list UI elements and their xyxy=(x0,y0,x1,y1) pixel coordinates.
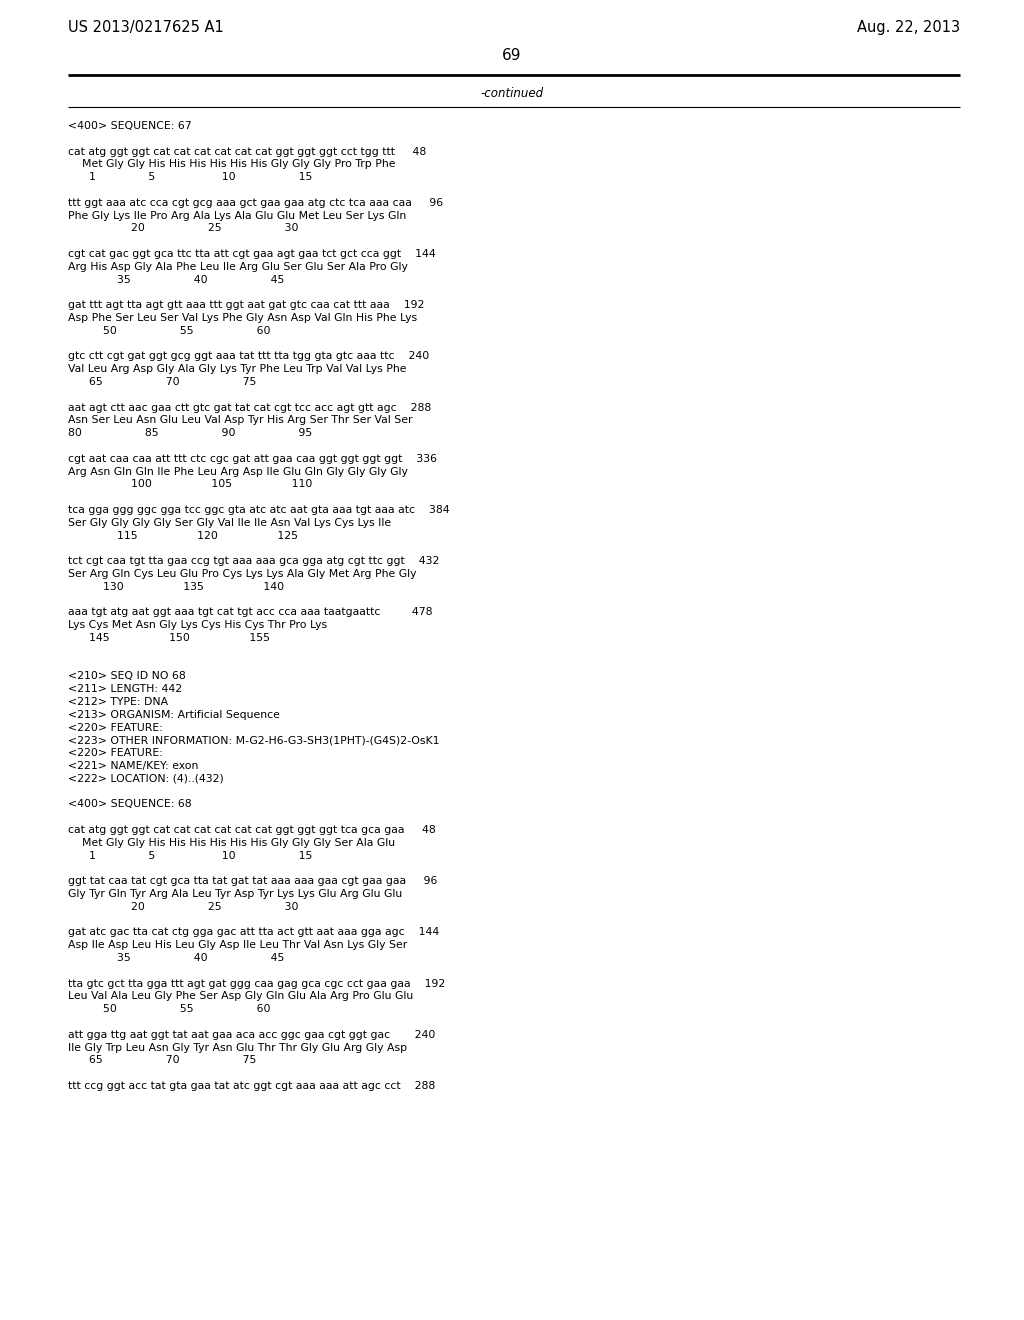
Text: ttt ccg ggt acc tat gta gaa tat atc ggt cgt aaa aaa att agc cct    288: ttt ccg ggt acc tat gta gaa tat atc ggt … xyxy=(68,1081,435,1092)
Text: 1               5                   10                  15: 1 5 10 15 xyxy=(68,172,312,182)
Text: <400> SEQUENCE: 67: <400> SEQUENCE: 67 xyxy=(68,121,191,131)
Text: Arg Asn Gln Gln Ile Phe Leu Arg Asp Ile Glu Gln Gly Gly Gly Gly: Arg Asn Gln Gln Ile Phe Leu Arg Asp Ile … xyxy=(68,466,408,477)
Text: 35                  40                  45: 35 40 45 xyxy=(68,275,285,285)
Text: 115                 120                 125: 115 120 125 xyxy=(68,531,298,541)
Text: Met Gly Gly His His His His His His Gly Gly Gly Ser Ala Glu: Met Gly Gly His His His His His His Gly … xyxy=(68,838,395,847)
Text: 130                 135                 140: 130 135 140 xyxy=(68,582,284,591)
Text: <221> NAME/KEY: exon: <221> NAME/KEY: exon xyxy=(68,762,199,771)
Text: tca gga ggg ggc gga tcc ggc gta atc atc aat gta aaa tgt aaa atc    384: tca gga ggg ggc gga tcc ggc gta atc atc … xyxy=(68,506,450,515)
Text: aaa tgt atg aat ggt aaa tgt cat tgt acc cca aaa taatgaattc         478: aaa tgt atg aat ggt aaa tgt cat tgt acc … xyxy=(68,607,432,618)
Text: Phe Gly Lys Ile Pro Arg Ala Lys Ala Glu Glu Met Leu Ser Lys Gln: Phe Gly Lys Ile Pro Arg Ala Lys Ala Glu … xyxy=(68,211,407,220)
Text: cat atg ggt ggt cat cat cat cat cat cat ggt ggt ggt tca gca gaa     48: cat atg ggt ggt cat cat cat cat cat cat … xyxy=(68,825,436,836)
Text: Aug. 22, 2013: Aug. 22, 2013 xyxy=(857,20,961,36)
Text: tct cgt caa tgt tta gaa ccg tgt aaa aaa gca gga atg cgt ttc ggt    432: tct cgt caa tgt tta gaa ccg tgt aaa aaa … xyxy=(68,556,439,566)
Text: 100                 105                 110: 100 105 110 xyxy=(68,479,312,490)
Text: 35                  40                  45: 35 40 45 xyxy=(68,953,285,964)
Text: cat atg ggt ggt cat cat cat cat cat cat ggt ggt ggt cct tgg ttt     48: cat atg ggt ggt cat cat cat cat cat cat … xyxy=(68,147,426,157)
Text: Asp Phe Ser Leu Ser Val Lys Phe Gly Asn Asp Val Gln His Phe Lys: Asp Phe Ser Leu Ser Val Lys Phe Gly Asn … xyxy=(68,313,417,323)
Text: -continued: -continued xyxy=(480,87,544,100)
Text: 20                  25                  30: 20 25 30 xyxy=(68,223,299,234)
Text: aat agt ctt aac gaa ctt gtc gat tat cat cgt tcc acc agt gtt agc    288: aat agt ctt aac gaa ctt gtc gat tat cat … xyxy=(68,403,431,413)
Text: Leu Val Ala Leu Gly Phe Ser Asp Gly Gln Glu Ala Arg Pro Glu Glu: Leu Val Ala Leu Gly Phe Ser Asp Gly Gln … xyxy=(68,991,414,1002)
Text: Arg His Asp Gly Ala Phe Leu Ile Arg Glu Ser Glu Ser Ala Pro Gly: Arg His Asp Gly Ala Phe Leu Ile Arg Glu … xyxy=(68,261,408,272)
Text: Asp Ile Asp Leu His Leu Gly Asp Ile Leu Thr Val Asn Lys Gly Ser: Asp Ile Asp Leu His Leu Gly Asp Ile Leu … xyxy=(68,940,408,950)
Text: 50                  55                  60: 50 55 60 xyxy=(68,1005,270,1014)
Text: Asn Ser Leu Asn Glu Leu Val Asp Tyr His Arg Ser Thr Ser Val Ser: Asn Ser Leu Asn Glu Leu Val Asp Tyr His … xyxy=(68,416,413,425)
Text: <220> FEATURE:: <220> FEATURE: xyxy=(68,722,163,733)
Text: Lys Cys Met Asn Gly Lys Cys His Cys Thr Pro Lys: Lys Cys Met Asn Gly Lys Cys His Cys Thr … xyxy=(68,620,327,630)
Text: Val Leu Arg Asp Gly Ala Gly Lys Tyr Phe Leu Trp Val Val Lys Phe: Val Leu Arg Asp Gly Ala Gly Lys Tyr Phe … xyxy=(68,364,407,374)
Text: 50                  55                  60: 50 55 60 xyxy=(68,326,270,335)
Text: gat ttt agt tta agt gtt aaa ttt ggt aat gat gtc caa cat ttt aaa    192: gat ttt agt tta agt gtt aaa ttt ggt aat … xyxy=(68,300,424,310)
Text: US 2013/0217625 A1: US 2013/0217625 A1 xyxy=(68,20,224,36)
Text: 20                  25                  30: 20 25 30 xyxy=(68,902,299,912)
Text: <220> FEATURE:: <220> FEATURE: xyxy=(68,748,163,758)
Text: ttt ggt aaa atc cca cgt gcg aaa gct gaa gaa atg ctc tca aaa caa     96: ttt ggt aaa atc cca cgt gcg aaa gct gaa … xyxy=(68,198,443,207)
Text: Ser Arg Gln Cys Leu Glu Pro Cys Lys Lys Ala Gly Met Arg Phe Gly: Ser Arg Gln Cys Leu Glu Pro Cys Lys Lys … xyxy=(68,569,417,579)
Text: tta gtc gct tta gga ttt agt gat ggg caa gag gca cgc cct gaa gaa    192: tta gtc gct tta gga ttt agt gat ggg caa … xyxy=(68,978,445,989)
Text: 69: 69 xyxy=(502,48,522,63)
Text: <400> SEQUENCE: 68: <400> SEQUENCE: 68 xyxy=(68,800,191,809)
Text: att gga ttg aat ggt tat aat gaa aca acc ggc gaa cgt ggt gac       240: att gga ttg aat ggt tat aat gaa aca acc … xyxy=(68,1030,435,1040)
Text: cgt aat caa caa att ttt ctc cgc gat att gaa caa ggt ggt ggt ggt    336: cgt aat caa caa att ttt ctc cgc gat att … xyxy=(68,454,437,463)
Text: <223> OTHER INFORMATION: M-G2-H6-G3-SH3(1PHT)-(G4S)2-OsK1: <223> OTHER INFORMATION: M-G2-H6-G3-SH3(… xyxy=(68,735,439,746)
Text: 145                 150                 155: 145 150 155 xyxy=(68,634,270,643)
Text: 1               5                   10                  15: 1 5 10 15 xyxy=(68,850,312,861)
Text: <212> TYPE: DNA: <212> TYPE: DNA xyxy=(68,697,168,708)
Text: 65                  70                  75: 65 70 75 xyxy=(68,378,256,387)
Text: Gly Tyr Gln Tyr Arg Ala Leu Tyr Asp Tyr Lys Lys Glu Arg Glu Glu: Gly Tyr Gln Tyr Arg Ala Leu Tyr Asp Tyr … xyxy=(68,888,402,899)
Text: <213> ORGANISM: Artificial Sequence: <213> ORGANISM: Artificial Sequence xyxy=(68,710,280,719)
Text: Ser Gly Gly Gly Gly Ser Gly Val Ile Ile Asn Val Lys Cys Lys Ile: Ser Gly Gly Gly Gly Ser Gly Val Ile Ile … xyxy=(68,517,391,528)
Text: Ile Gly Trp Leu Asn Gly Tyr Asn Glu Thr Thr Gly Glu Arg Gly Asp: Ile Gly Trp Leu Asn Gly Tyr Asn Glu Thr … xyxy=(68,1043,408,1052)
Text: 65                  70                  75: 65 70 75 xyxy=(68,1056,256,1065)
Text: gtc ctt cgt gat ggt gcg ggt aaa tat ttt tta tgg gta gtc aaa ttc    240: gtc ctt cgt gat ggt gcg ggt aaa tat ttt … xyxy=(68,351,429,362)
Text: gat atc gac tta cat ctg gga gac att tta act gtt aat aaa gga agc    144: gat atc gac tta cat ctg gga gac att tta … xyxy=(68,928,439,937)
Text: 80                  85                  90                  95: 80 85 90 95 xyxy=(68,428,312,438)
Text: <211> LENGTH: 442: <211> LENGTH: 442 xyxy=(68,684,182,694)
Text: Met Gly Gly His His His His His His Gly Gly Gly Pro Trp Phe: Met Gly Gly His His His His His His Gly … xyxy=(68,160,395,169)
Text: cgt cat gac ggt gca ttc tta att cgt gaa agt gaa tct gct cca ggt    144: cgt cat gac ggt gca ttc tta att cgt gaa … xyxy=(68,249,436,259)
Text: ggt tat caa tat cgt gca tta tat gat tat aaa aaa gaa cgt gaa gaa     96: ggt tat caa tat cgt gca tta tat gat tat … xyxy=(68,876,437,886)
Text: <222> LOCATION: (4)..(432): <222> LOCATION: (4)..(432) xyxy=(68,774,224,784)
Text: <210> SEQ ID NO 68: <210> SEQ ID NO 68 xyxy=(68,672,185,681)
